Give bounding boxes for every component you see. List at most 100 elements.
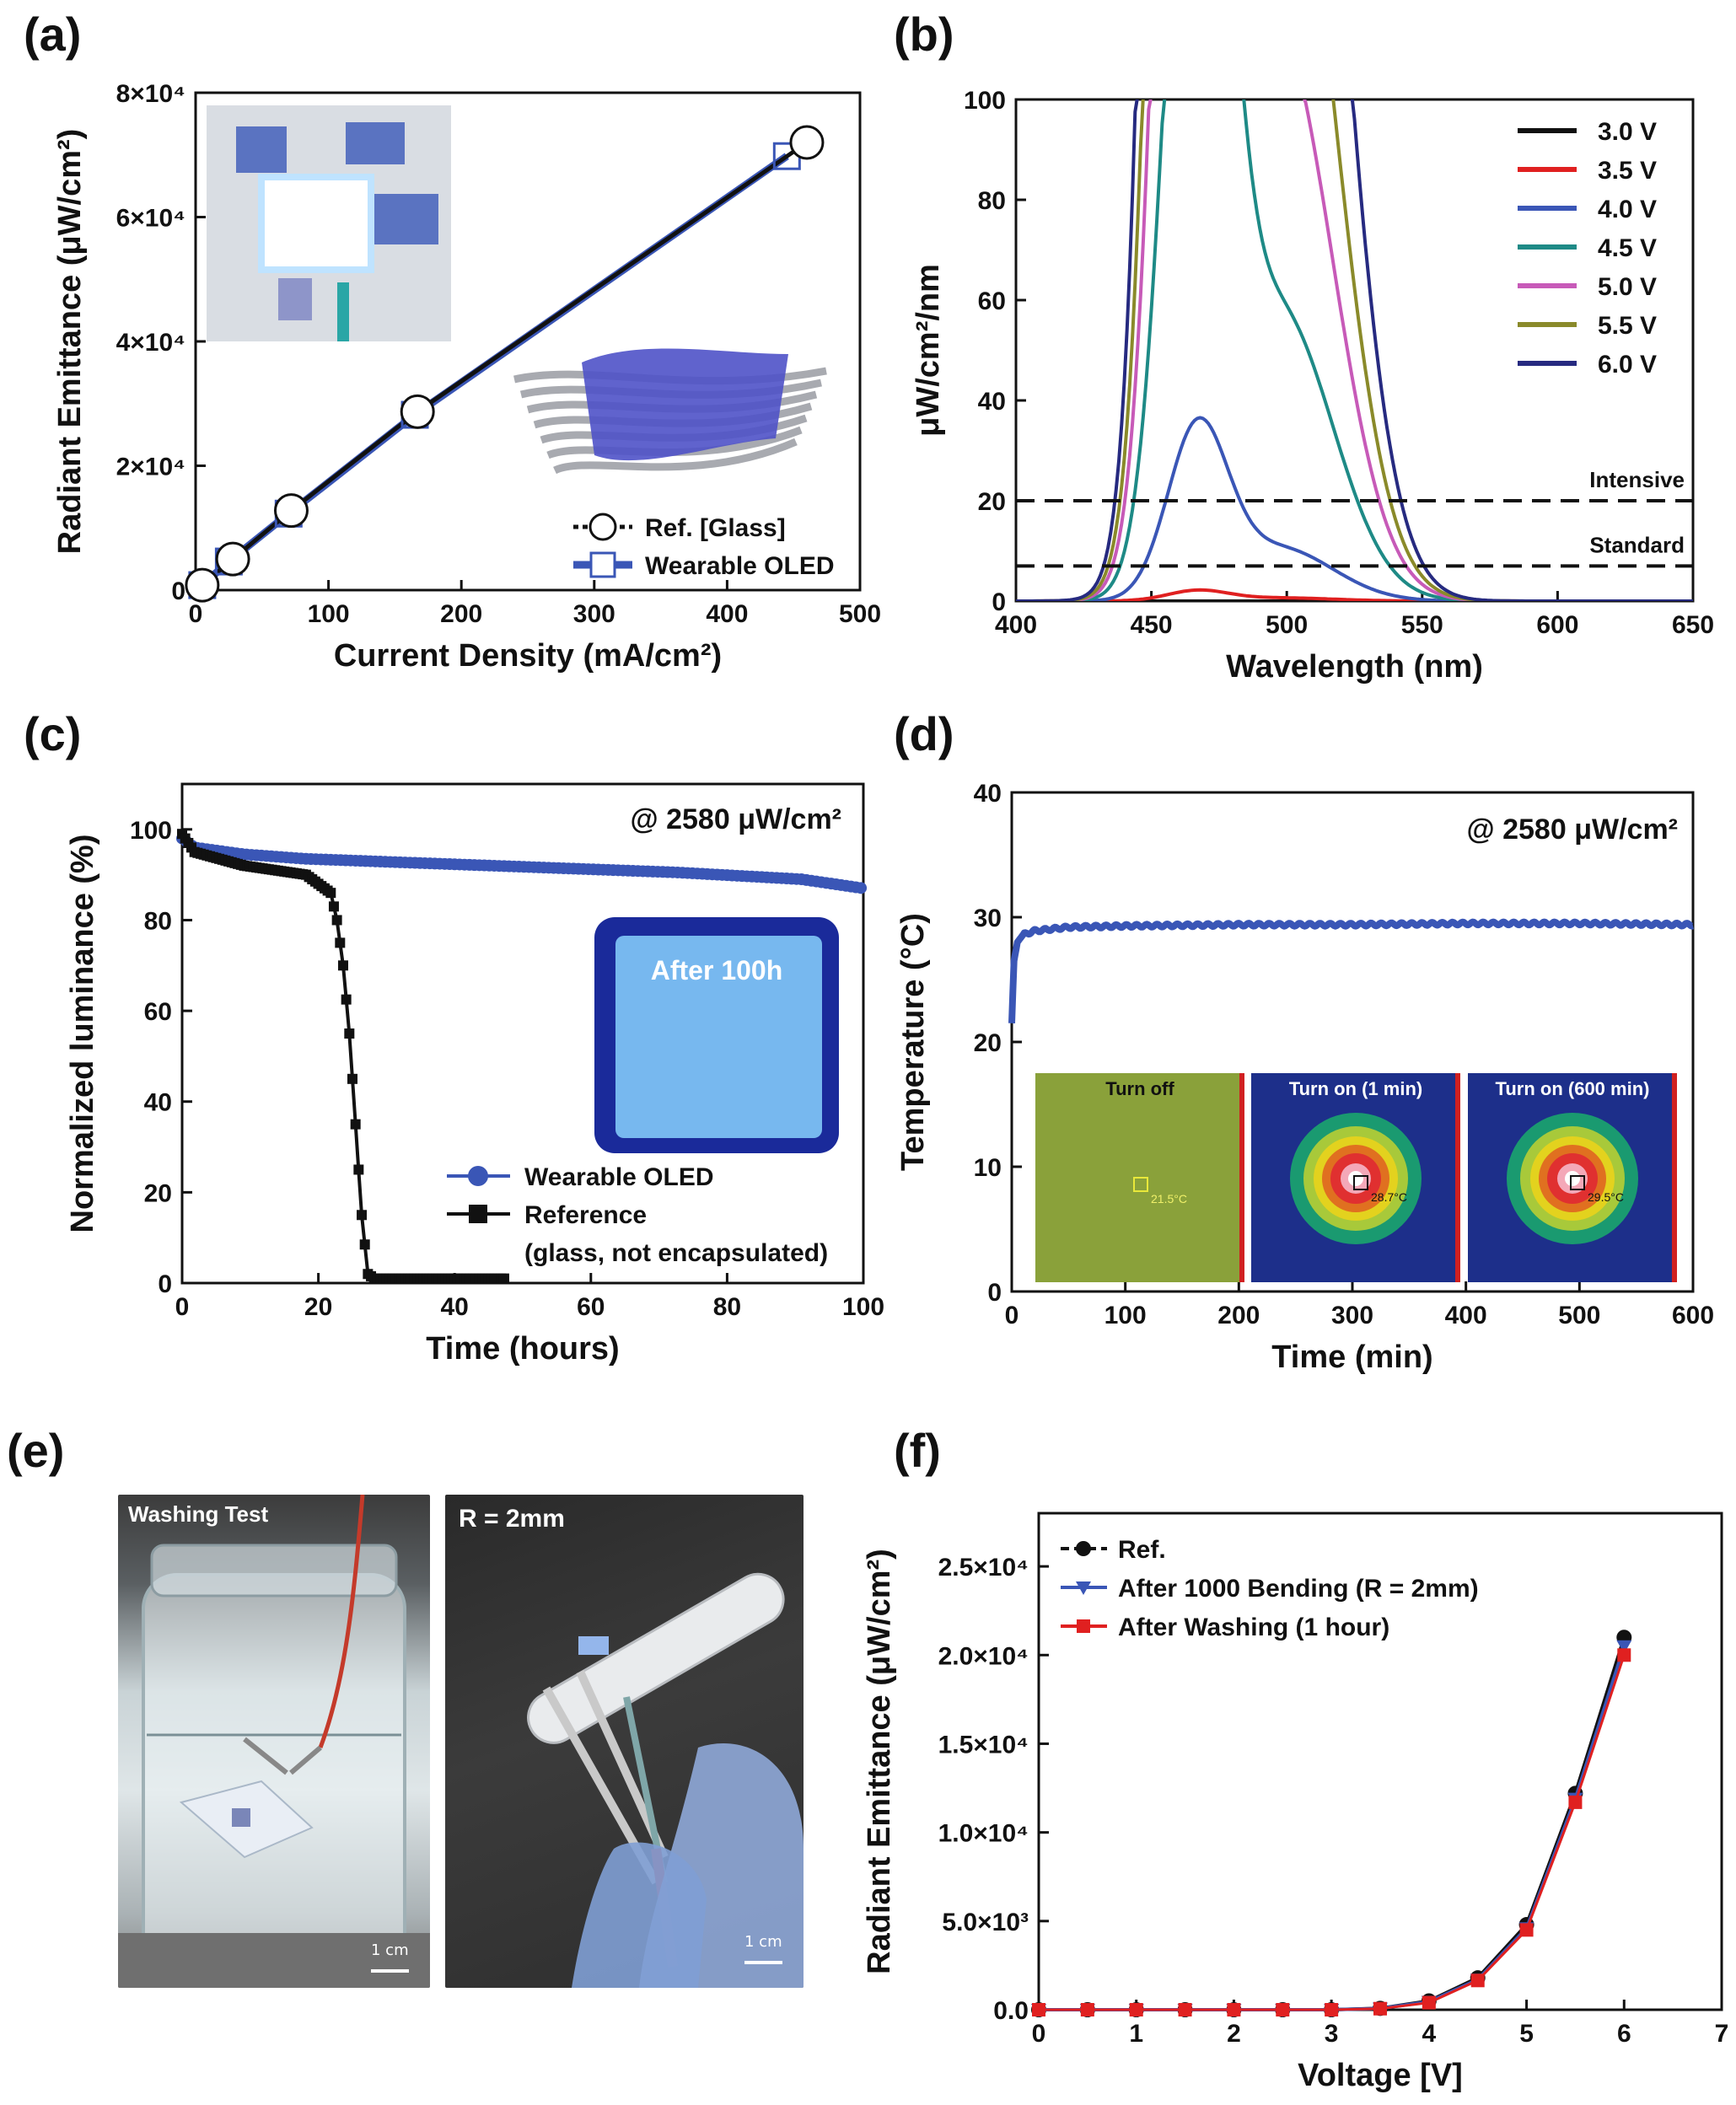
x-tick-label: 2 bbox=[1227, 2020, 1241, 2048]
thermal-colorbar bbox=[1672, 1073, 1677, 1282]
x-tick-label: 6 bbox=[1617, 2020, 1631, 2048]
reference-line-label: Standard bbox=[1589, 532, 1685, 557]
x-tick-label: 650 bbox=[1672, 611, 1714, 639]
data-point-reference bbox=[357, 1210, 368, 1221]
y-tick-label: 60 bbox=[144, 998, 172, 1026]
data-point-reference bbox=[353, 1164, 364, 1175]
thermal-image-1: Turn off 21.5°C bbox=[1035, 1073, 1244, 1282]
series-line-reference bbox=[180, 833, 504, 1281]
lead-wire bbox=[337, 282, 349, 341]
legend-label-reference: Reference bbox=[524, 1201, 647, 1229]
data-point-washing bbox=[1568, 1795, 1583, 1809]
y-tick-label: 40 bbox=[974, 780, 1002, 808]
scalebar-left-label: 1 cm bbox=[371, 1941, 409, 1959]
power-annotation: @ 2580 μW/cm² bbox=[631, 803, 841, 835]
legend-label: After Washing (1 hour) bbox=[1118, 1614, 1389, 1641]
data-point-reference bbox=[498, 1273, 509, 1284]
x-tick-label: 500 bbox=[1558, 1302, 1600, 1329]
legend-marker bbox=[1076, 1581, 1091, 1595]
x-tick-label: 0 bbox=[175, 1293, 190, 1321]
emitting-area bbox=[258, 174, 374, 273]
x-tick-label: 60 bbox=[577, 1293, 605, 1321]
y-tick-label: 0 bbox=[987, 1279, 1002, 1307]
data-point-washing bbox=[1227, 2003, 1241, 2016]
x-tick-label: 20 bbox=[304, 1293, 332, 1321]
x-tick-label: 500 bbox=[1266, 611, 1308, 639]
chart-b: 400 450 500 550 600 650 0 20 40 60 80 100 Wavelength… bbox=[911, 87, 1714, 685]
y-tick-label: 6×10⁴ bbox=[116, 205, 185, 233]
x-tick-label: 300 bbox=[573, 600, 615, 628]
legend-label: 5.5 V bbox=[1598, 312, 1657, 340]
legend-label-wearable: Wearable OLED bbox=[524, 1163, 714, 1191]
data-point-ref bbox=[215, 541, 250, 577]
legend-marker bbox=[1077, 1619, 1090, 1633]
data-point-washing bbox=[1276, 2003, 1290, 2016]
temperature-line bbox=[1008, 918, 1696, 1023]
x-tick-label: 7 bbox=[1715, 2020, 1729, 2048]
spectrum-line bbox=[1016, 99, 1693, 601]
x-tick-label: 100 bbox=[1104, 1302, 1147, 1329]
x-tick-label: 80 bbox=[713, 1293, 741, 1321]
legend-label-reference-note: (glass, not encapsulated) bbox=[524, 1239, 828, 1267]
x-tick-label: 40 bbox=[441, 1293, 469, 1321]
thermal-colorbar bbox=[1239, 1073, 1244, 1282]
thermal-contour bbox=[1565, 1171, 1580, 1186]
y-tick-label: 0.0 bbox=[993, 1997, 1029, 2025]
legend-label: 3.5 V bbox=[1598, 157, 1657, 185]
legend-marker-reference bbox=[469, 1205, 487, 1223]
x-tick-label: 200 bbox=[440, 600, 482, 628]
x-tick-label: 3 bbox=[1325, 2020, 1339, 2048]
inset-caption: After 100h bbox=[651, 955, 783, 985]
x-axis-label: Time (hours) bbox=[426, 1331, 619, 1367]
scalebar-right-label: 1 cm bbox=[744, 1933, 782, 1951]
y-tick-label: 80 bbox=[144, 907, 172, 935]
bending-illustration bbox=[527, 1572, 804, 1988]
spectrum-line bbox=[1016, 416, 1693, 601]
y-tick-label: 1.0×10⁴ bbox=[938, 1820, 1029, 1848]
panel-label-c: (c) bbox=[24, 707, 82, 760]
spectrum-line bbox=[1016, 99, 1693, 601]
data-point-washing bbox=[1373, 2001, 1387, 2016]
thermal-title: Turn off bbox=[1105, 1078, 1174, 1099]
x-tick-label: 400 bbox=[1445, 1302, 1487, 1329]
x-tick-label: 200 bbox=[1217, 1302, 1260, 1329]
chart-c: 0 20 40 60 80 100 0 20 40 60 80 100 Time (hours) Norm… bbox=[65, 782, 884, 1367]
legend-label-wearable: Wearable OLED bbox=[645, 552, 835, 580]
x-tick-label: 4 bbox=[1422, 2020, 1437, 2048]
thermal-image-2: Turn on (1 min) 28.7°C bbox=[1251, 1073, 1460, 1282]
washing-test-caption: Washing Test bbox=[128, 1501, 269, 1527]
y-tick-label: 20 bbox=[144, 1179, 172, 1207]
y-tick-label: 8×10⁴ bbox=[116, 80, 185, 108]
chart-d: 0 100 200 300 400 500 600 0 10 20 30 40 Time (min) Te… bbox=[895, 780, 1714, 1375]
y-axis-label: Normalized luminance (%) bbox=[65, 835, 100, 1233]
legend-label-ref: Ref. [Glass] bbox=[645, 514, 786, 542]
legend-label: 4.0 V bbox=[1598, 196, 1657, 223]
electrode-pad bbox=[236, 126, 287, 173]
panel-label-e: (e) bbox=[7, 1424, 65, 1477]
thermal-image-3: Turn on (600 min) 29.5°C bbox=[1468, 1073, 1677, 1282]
crosshair-icon bbox=[1570, 1175, 1585, 1190]
y-tick-label: 80 bbox=[978, 187, 1006, 215]
data-point-bending bbox=[1616, 1640, 1632, 1654]
y-tick-label: 40 bbox=[144, 1089, 172, 1117]
y-axis-label: Temperature (°C) bbox=[895, 913, 931, 1171]
thermal-temp-readout: 21.5°C bbox=[1151, 1192, 1187, 1206]
power-annotation: @ 2580 μW/cm² bbox=[1467, 814, 1678, 846]
panel-label-b: (b) bbox=[894, 8, 954, 61]
data-point-washing bbox=[1422, 1995, 1436, 2010]
plot-frame bbox=[180, 782, 865, 1285]
thermal-temp-readout: 28.7°C bbox=[1371, 1190, 1407, 1204]
electrode-pad bbox=[371, 194, 438, 244]
series-line bbox=[1039, 1654, 1626, 2011]
data-point-washing bbox=[1129, 2003, 1143, 2016]
y-tick-label: 2.5×10⁴ bbox=[938, 1554, 1029, 1581]
x-tick-label: 600 bbox=[1672, 1302, 1714, 1329]
series-line bbox=[1039, 1636, 1626, 2011]
data-point-washing bbox=[1519, 1923, 1534, 1937]
legend-label: 4.5 V bbox=[1598, 234, 1657, 262]
x-tick-label: 0 bbox=[189, 600, 203, 628]
electrode-pad bbox=[346, 122, 405, 164]
y-axis-label: Radiant Emittance (μW/cm²) bbox=[862, 1549, 897, 1974]
x-tick-label: 100 bbox=[842, 1293, 884, 1321]
